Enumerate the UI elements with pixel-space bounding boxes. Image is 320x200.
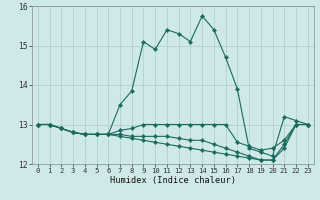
- X-axis label: Humidex (Indice chaleur): Humidex (Indice chaleur): [110, 176, 236, 185]
